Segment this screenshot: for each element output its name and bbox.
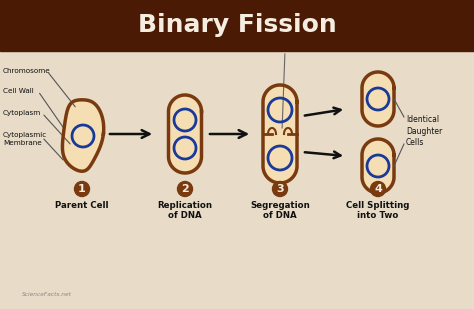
Polygon shape [63,100,104,171]
Polygon shape [362,72,394,126]
Text: Identical
Daughter
Cells: Identical Daughter Cells [406,115,442,146]
Text: 4: 4 [374,184,382,194]
Circle shape [273,181,288,197]
Text: Cytoplasmic
Membrane: Cytoplasmic Membrane [3,132,47,146]
Polygon shape [362,139,394,193]
Text: Binary Fission: Binary Fission [137,14,337,37]
Text: ScienceFacts.net: ScienceFacts.net [22,292,72,297]
Text: 2: 2 [181,184,189,194]
Circle shape [371,181,385,197]
Bar [0,0,474,51]
Text: Replication
of DNA: Replication of DNA [157,201,212,220]
Polygon shape [263,85,297,183]
Text: Cytoplasm: Cytoplasm [3,110,41,116]
Text: Segregation
of DNA: Segregation of DNA [250,201,310,220]
Circle shape [177,181,192,197]
Polygon shape [168,95,201,173]
Text: Chromosome: Chromosome [3,68,51,74]
Text: 3: 3 [276,184,284,194]
Text: Cell Splitting
into Two: Cell Splitting into Two [346,201,410,220]
Circle shape [74,181,90,197]
Text: Septum: Septum [267,40,302,49]
Text: Parent Cell: Parent Cell [55,201,109,210]
Text: 1: 1 [78,184,86,194]
Text: Cell Wall: Cell Wall [3,88,34,94]
